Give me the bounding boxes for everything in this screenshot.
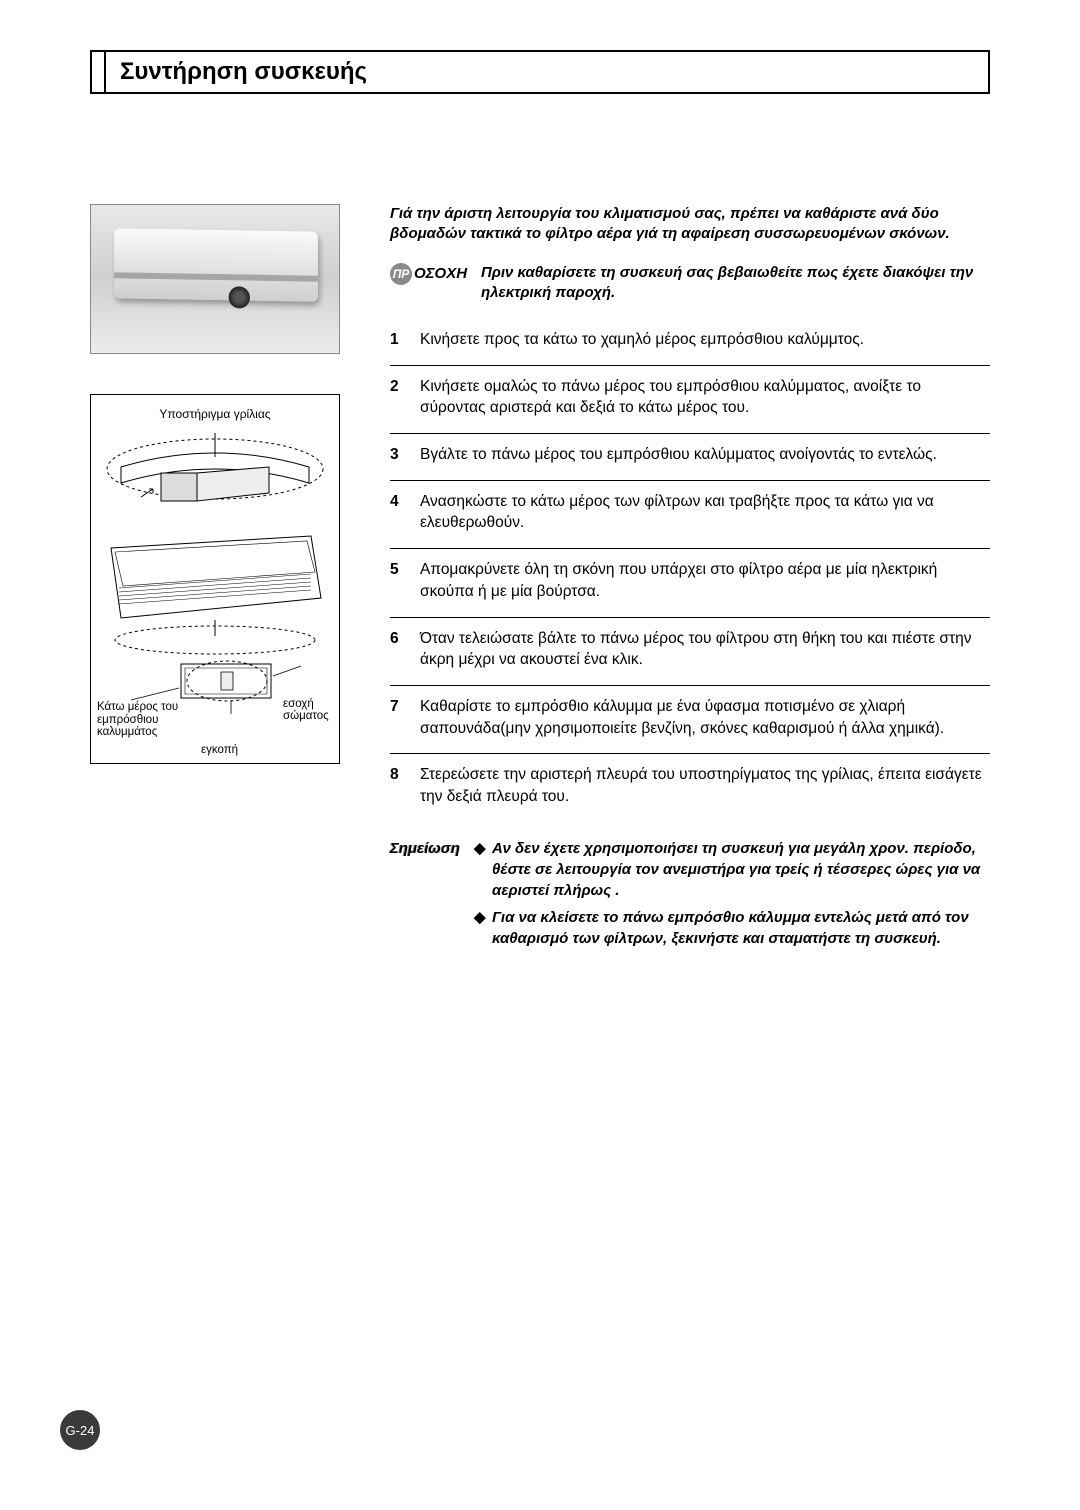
caution-label: ΟΣΟΧΗ bbox=[414, 265, 467, 282]
caution-badge: ΠΡ ΟΣΟΧΗ bbox=[390, 263, 467, 285]
right-column: Γιά την άριστη λειτουργία του κλιματισμο… bbox=[390, 204, 990, 955]
step-text: Καθαρίστε το εμπρόσθιο κάλυμμα με ένα ύφ… bbox=[420, 696, 990, 739]
step-number: 8 bbox=[390, 764, 406, 807]
title-bar: Συντήρηση συσκευής bbox=[90, 50, 990, 94]
intro-text: Γιά την άριστη λειτουργία του κλιματισμο… bbox=[390, 204, 990, 245]
note-block: Σημείωση Αν δεν έχετε χρησιμοποιήσει τη … bbox=[390, 838, 990, 955]
diagram-top-svg bbox=[101, 427, 329, 522]
step-item: 2 Κινήσετε ομαλώς το πάνω μέρος του εμπρ… bbox=[390, 366, 990, 434]
steps-list: 1 Κινήσετε προς τα κάτω το χαμηλό μέρος … bbox=[390, 319, 990, 822]
step-text: Όταν τελειώσατε βάλτε το πάνω μέρος του … bbox=[420, 628, 990, 671]
step-number: 1 bbox=[390, 329, 406, 351]
page-number-badge: G-24 bbox=[60, 1410, 100, 1450]
step-number: 3 bbox=[390, 444, 406, 466]
caution-text: Πριν καθαρίσετε τη συσκευή σας βεβαιωθεί… bbox=[481, 263, 990, 304]
note-item: Για να κλείσετε το πάνω εμπρόσθιο κάλυμμ… bbox=[474, 907, 990, 949]
step-number: 5 bbox=[390, 559, 406, 602]
diagram-label-egkopi: εγκοπή bbox=[201, 744, 238, 757]
step-item: 3 Βγάλτε το πάνω μέρος του εμπρόσθιου κα… bbox=[390, 434, 990, 481]
diagram-mid-svg bbox=[101, 528, 329, 658]
step-item: 8 Στερεώσετε την αριστερή πλευρά του υπο… bbox=[390, 754, 990, 821]
step-item: 5 Απομακρύνετε όλη τη σκόνη που υπάρχει … bbox=[390, 549, 990, 617]
step-text: Κινήσετε προς τα κάτω το χαμηλό μέρος εμ… bbox=[420, 329, 990, 351]
ac-unit-graphic bbox=[114, 228, 318, 302]
left-column: Υποστήριγμα γρίλιας bbox=[90, 204, 360, 955]
note-label: Σημείωση bbox=[390, 838, 460, 955]
note-item: Αν δεν έχετε χρησιμοποιήσει τη συσκευή γ… bbox=[474, 838, 990, 901]
step-item: 7 Καθαρίστε το εμπρόσθιο κάλυμμα με ένα … bbox=[390, 686, 990, 754]
caution-bubble-icon: ΠΡ bbox=[390, 263, 412, 285]
step-text: Ανασηκώστε το κάτω μέρος των φίλτρων και… bbox=[420, 491, 990, 534]
step-item: 6 Όταν τελειώσατε βάλτε το πάνω μέρος το… bbox=[390, 618, 990, 686]
product-photo bbox=[90, 204, 340, 354]
step-text: Βγάλτε το πάνω μέρος του εμπρόσθιου καλύ… bbox=[420, 444, 990, 466]
diagram-label-esoxi: εσοχή σώματος bbox=[283, 698, 333, 723]
title-tab bbox=[92, 52, 106, 92]
step-number: 6 bbox=[390, 628, 406, 671]
caution-row: ΠΡ ΟΣΟΧΗ Πριν καθαρίσετε τη συσκευή σας … bbox=[390, 263, 990, 304]
step-number: 7 bbox=[390, 696, 406, 739]
step-text: Στερεώσετε την αριστερή πλευρά του υποστ… bbox=[420, 764, 990, 807]
note-list: Αν δεν έχετε χρησιμοποιήσει τη συσκευή γ… bbox=[474, 838, 990, 955]
diagram-top-label: Υποστήριγμα γρίλιας bbox=[101, 407, 329, 421]
step-number: 4 bbox=[390, 491, 406, 534]
page-number-text: G-24 bbox=[66, 1423, 95, 1438]
step-item: 1 Κινήσετε προς τα κάτω το χαμηλό μέρος … bbox=[390, 319, 990, 366]
step-text: Κινήσετε ομαλώς το πάνω μέρος του εμπρόσ… bbox=[420, 376, 990, 419]
diagram-label-bottom-left: Κάτω μέρος του εμπρόσθιου καλυμμάτος bbox=[97, 701, 192, 739]
diagram-box: Υποστήριγμα γρίλιας bbox=[90, 394, 340, 764]
page-title: Συντήρηση συσκευής bbox=[106, 52, 381, 92]
page: Συντήρηση συσκευής Υποστήριγμα γρίλιας bbox=[0, 0, 1080, 1510]
step-item: 4 Ανασηκώστε το κάτω μέρος των φίλτρων κ… bbox=[390, 481, 990, 549]
step-number: 2 bbox=[390, 376, 406, 419]
step-text: Απομακρύνετε όλη τη σκόνη που υπάρχει στ… bbox=[420, 559, 990, 602]
content-row: Υποστήριγμα γρίλιας bbox=[90, 204, 990, 955]
